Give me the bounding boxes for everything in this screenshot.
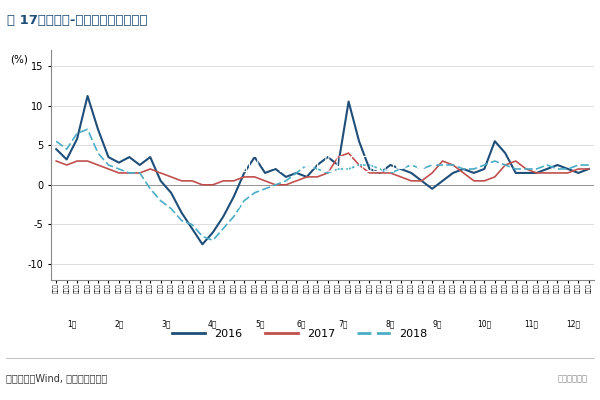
Text: 5月: 5月 (255, 319, 265, 328)
Text: 4月: 4月 (208, 319, 218, 328)
Text: 7月: 7月 (338, 319, 348, 328)
Text: %，转股溢价率2.7%: %，转股溢价率2.7% (231, 201, 369, 220)
Text: 2月: 2月 (114, 319, 124, 328)
Text: 资料来源：Wind, 长江证券研究所: 资料来源：Wind, 长江证券研究所 (6, 374, 107, 383)
Text: (%): (%) (10, 55, 28, 65)
Text: 6月: 6月 (297, 319, 307, 328)
Text: 8月: 8月 (386, 319, 395, 328)
Text: 1月: 1月 (67, 319, 77, 328)
Text: 3月: 3月 (161, 319, 170, 328)
Legend: 2016, 2017, 2018: 2016, 2017, 2018 (167, 324, 433, 344)
Text: 12月: 12月 (566, 319, 580, 328)
Text: 10月: 10月 (477, 319, 491, 328)
Text: 长江宏观固收: 长江宏观固收 (558, 374, 588, 383)
Text: 炒股配资哪家服务好 9月24日鹿山转债上涨3.97: 炒股配资哪家服务好 9月24日鹿山转债上涨3.97 (158, 154, 442, 173)
Text: 11月: 11月 (524, 319, 538, 328)
Text: 图 17：商务部-蔬菜价格周环比涨幅: 图 17：商务部-蔬菜价格周环比涨幅 (7, 14, 148, 27)
Text: 9月: 9月 (433, 319, 442, 328)
